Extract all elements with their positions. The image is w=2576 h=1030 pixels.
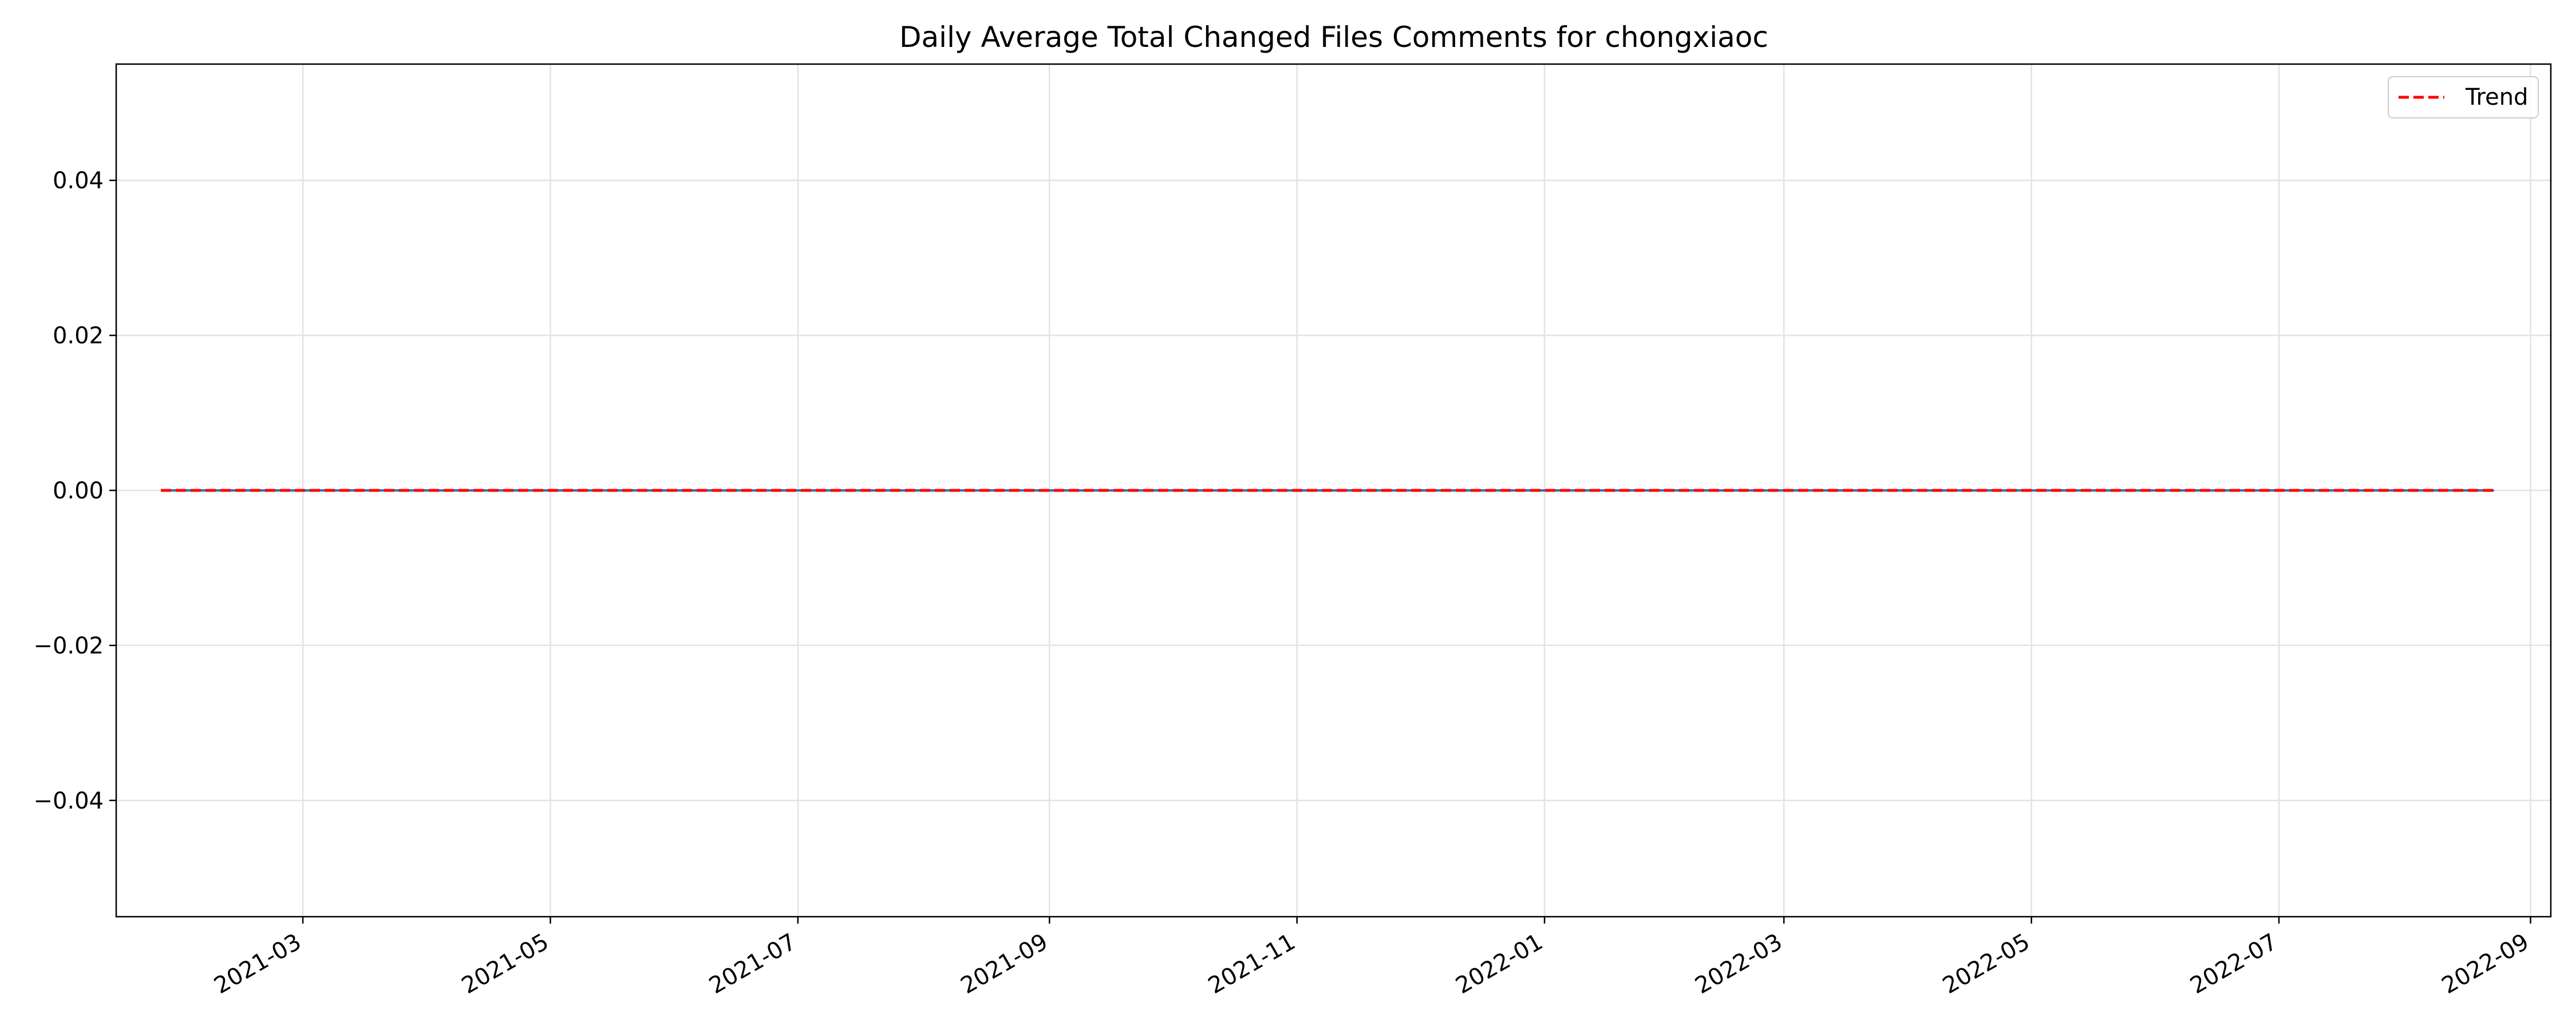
y-tick-label: 0.04: [53, 168, 104, 194]
y-tick-label: −0.04: [33, 788, 104, 814]
chart-title: Daily Average Total Changed Files Commen…: [899, 21, 1768, 54]
legend-box: [2388, 76, 2539, 118]
legend-trend-label: Trend: [2465, 84, 2528, 110]
y-tick-label: 0.02: [53, 323, 104, 349]
y-tick-label: 0.00: [53, 478, 104, 504]
legend: Trend: [2388, 76, 2539, 118]
y-axis: −0.04 −0.02 0.00 0.02 0.04: [33, 168, 116, 814]
y-tick-label: −0.02: [33, 633, 104, 659]
